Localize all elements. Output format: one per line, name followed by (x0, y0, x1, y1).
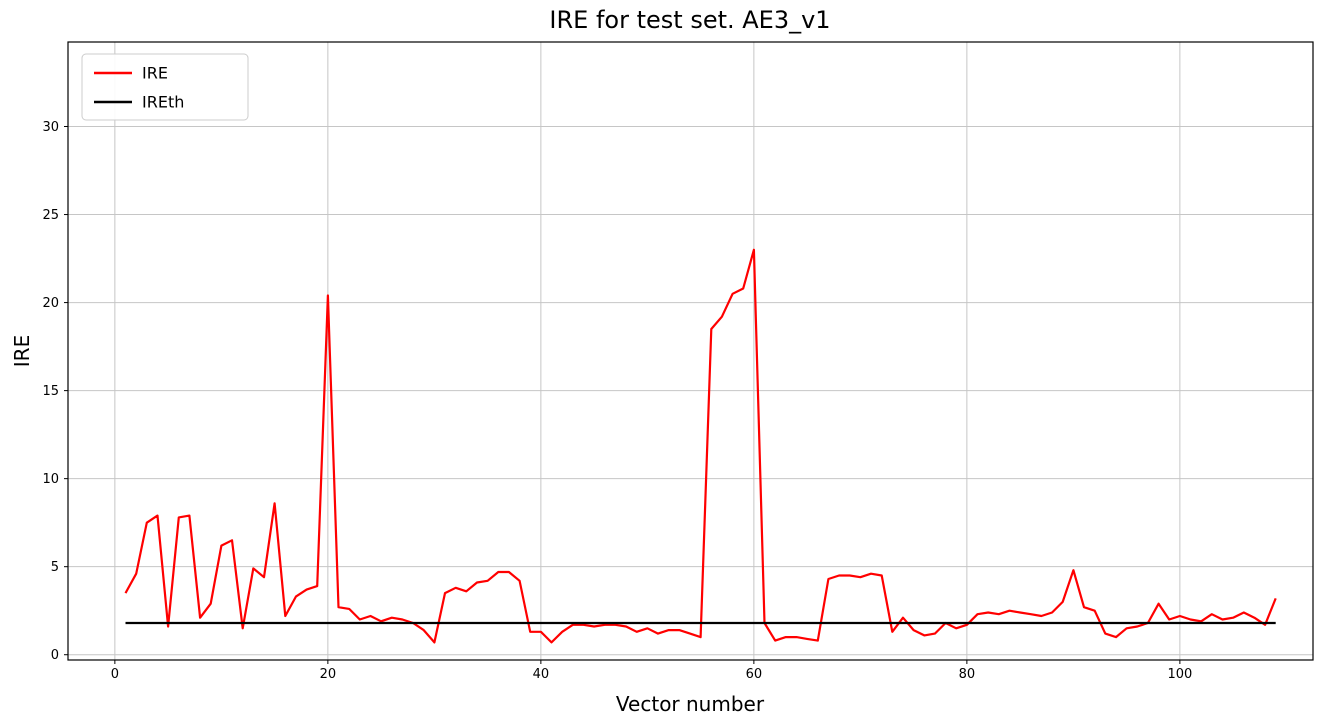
legend: IRE IREth (81, 53, 249, 121)
x-tick-label: 80 (959, 667, 976, 682)
x-axis-label: Vector number (615, 692, 765, 716)
y-tick-label: 30 (42, 120, 59, 135)
plot-frame (67, 41, 1314, 661)
y-tick-label: 25 (42, 208, 59, 223)
y-tick-label: 20 (42, 296, 59, 311)
legend-label-ireth: IREth (142, 93, 184, 112)
x-tick-label: 60 (746, 667, 763, 682)
y-tick-label: 0 (51, 648, 59, 663)
chart-title: IRE for test set. AE3_v1 (549, 6, 831, 34)
y-tick-label: 5 (51, 560, 59, 575)
y-tick-label: 10 (42, 472, 59, 487)
legend-box (81, 53, 249, 121)
y-tick-label: 15 (42, 384, 59, 399)
x-tick-label: 40 (533, 667, 550, 682)
x-tick-label: 0 (111, 667, 119, 682)
x-tick-label: 100 (1167, 667, 1192, 682)
x-tick-label: 20 (320, 667, 337, 682)
series-line-ire (124, 248, 1277, 644)
legend-label-ire: IRE (142, 64, 168, 83)
